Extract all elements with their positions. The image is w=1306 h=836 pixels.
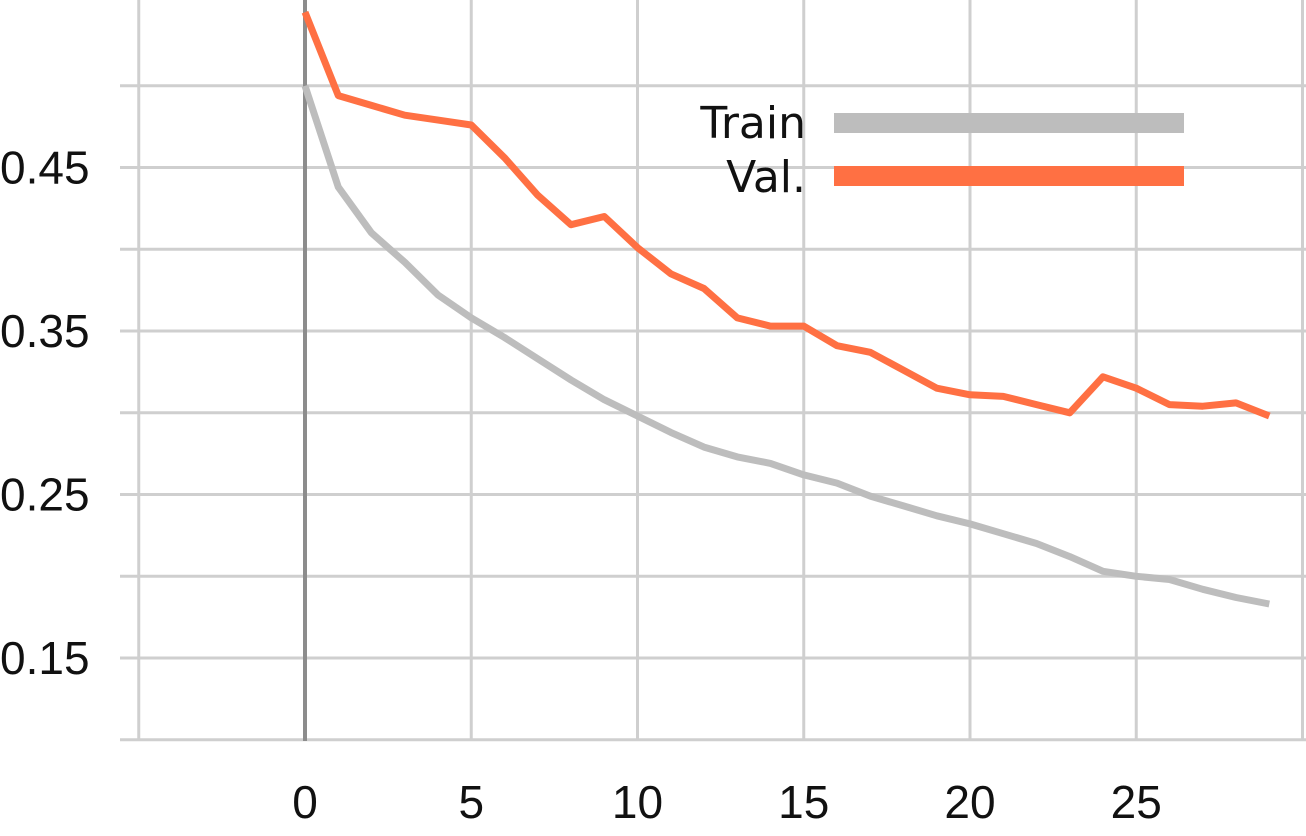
x-tick-label: 10: [612, 776, 663, 828]
x-tick-label: 25: [1111, 776, 1162, 828]
x-tick-label: 20: [944, 776, 995, 828]
y-tick-label: 0.45: [0, 142, 90, 194]
legend: Train Val.: [699, 98, 1184, 203]
series-lines: [301, 10, 1271, 608]
series-line-val: [301, 10, 1271, 420]
x-tick-label: 0: [292, 776, 318, 828]
x-tick-label: 5: [458, 776, 484, 828]
y-tick-label: 0.15: [0, 632, 90, 684]
y-tick-label: 0.35: [0, 305, 90, 357]
series-line-train: [301, 84, 1270, 608]
legend-label-val: Val.: [726, 152, 806, 203]
legend-label-train: Train: [699, 98, 806, 149]
y-tick-label: 0.25: [0, 469, 90, 521]
x-tick-label: 15: [778, 776, 829, 828]
tick-labels: 0.15 0.25 0.35 0.45 0 5 10 15 20 25: [0, 142, 1162, 829]
